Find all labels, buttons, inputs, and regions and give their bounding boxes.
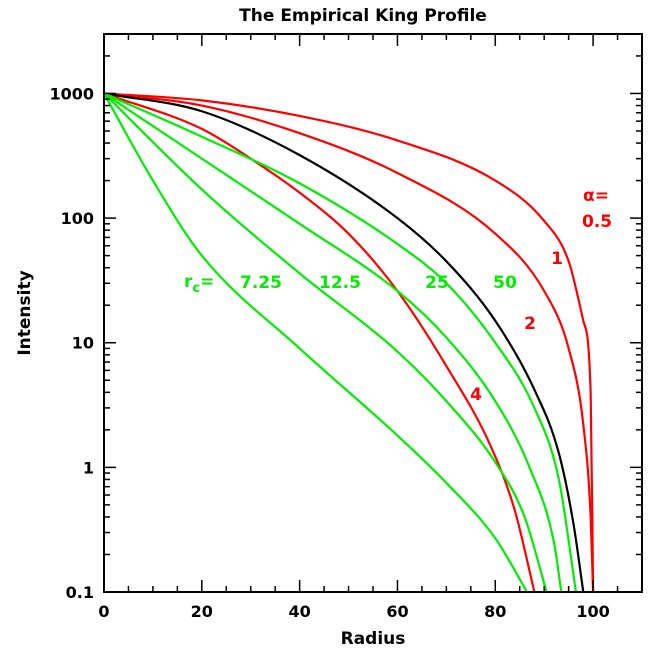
alpha-value-4: 4 (470, 385, 482, 405)
y-tick-label: 10 (72, 334, 94, 353)
rc-value-7.25: 7.25 (240, 273, 282, 293)
y-tick-label: 0.1 (66, 583, 94, 602)
alpha-value-0.5: 0.5 (582, 212, 612, 232)
y-tick-label: 1 (83, 458, 94, 477)
rc-label: rc= (184, 272, 214, 296)
alpha-label: α= (583, 186, 609, 206)
series-curves (102, 92, 595, 594)
series-line-4 (102, 92, 536, 594)
series-line-1 (102, 92, 595, 594)
y-axis-ticks: 0.1 1 10 100 1000 (49, 33, 642, 602)
rc-value-25: 25 (425, 273, 449, 293)
series-line-3 (102, 92, 585, 594)
x-tick-label: 60 (386, 602, 408, 621)
y-tick-label: 1000 (49, 84, 94, 103)
alpha-value-2: 2 (524, 314, 536, 334)
x-tick-label: 80 (484, 602, 506, 621)
y-axis-label: Intensity (15, 270, 35, 355)
rc-value-50: 50 (493, 273, 517, 293)
alpha-value-1: 1 (551, 249, 563, 269)
series-line-2 (102, 92, 595, 594)
x-tick-label: 40 (289, 602, 311, 621)
y-tick-label: 100 (61, 209, 94, 228)
x-tick-label: 0 (98, 602, 109, 621)
chart-title: The Empirical King Profile (239, 6, 487, 26)
rc-annotations: rc= 7.25 12.5 25 50 (184, 272, 517, 296)
x-axis-ticks: 0 20 40 60 80 100 (98, 34, 643, 621)
alpha-annotations: α= 0.5 1 2 4 (470, 186, 612, 405)
series-line-8 (102, 92, 529, 594)
x-axis-label: Radius (341, 629, 406, 649)
rc-value-12.5: 12.5 (319, 273, 361, 293)
series-line-6 (102, 92, 563, 594)
x-tick-label: 20 (191, 602, 213, 621)
series-line-5 (102, 92, 578, 594)
plot-frame (103, 33, 643, 593)
x-tick-label: 100 (576, 602, 609, 621)
series-line-7 (102, 92, 548, 594)
